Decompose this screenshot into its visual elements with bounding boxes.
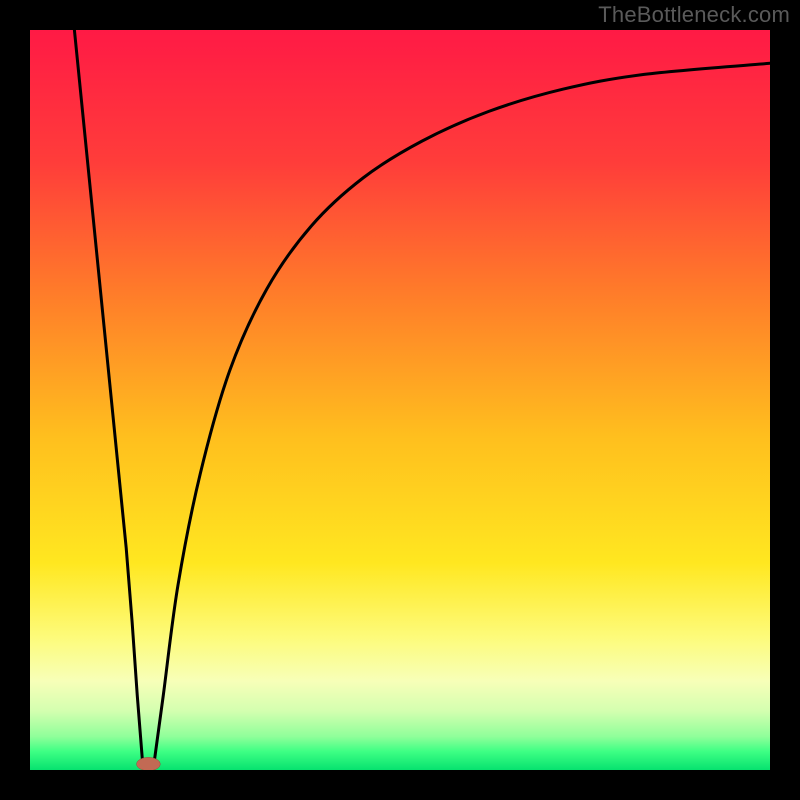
bottleneck-chart-svg [0, 0, 800, 800]
plot-background [30, 30, 770, 770]
chart-frame: TheBottleneck.com [0, 0, 800, 800]
optimal-point-marker [137, 757, 161, 770]
